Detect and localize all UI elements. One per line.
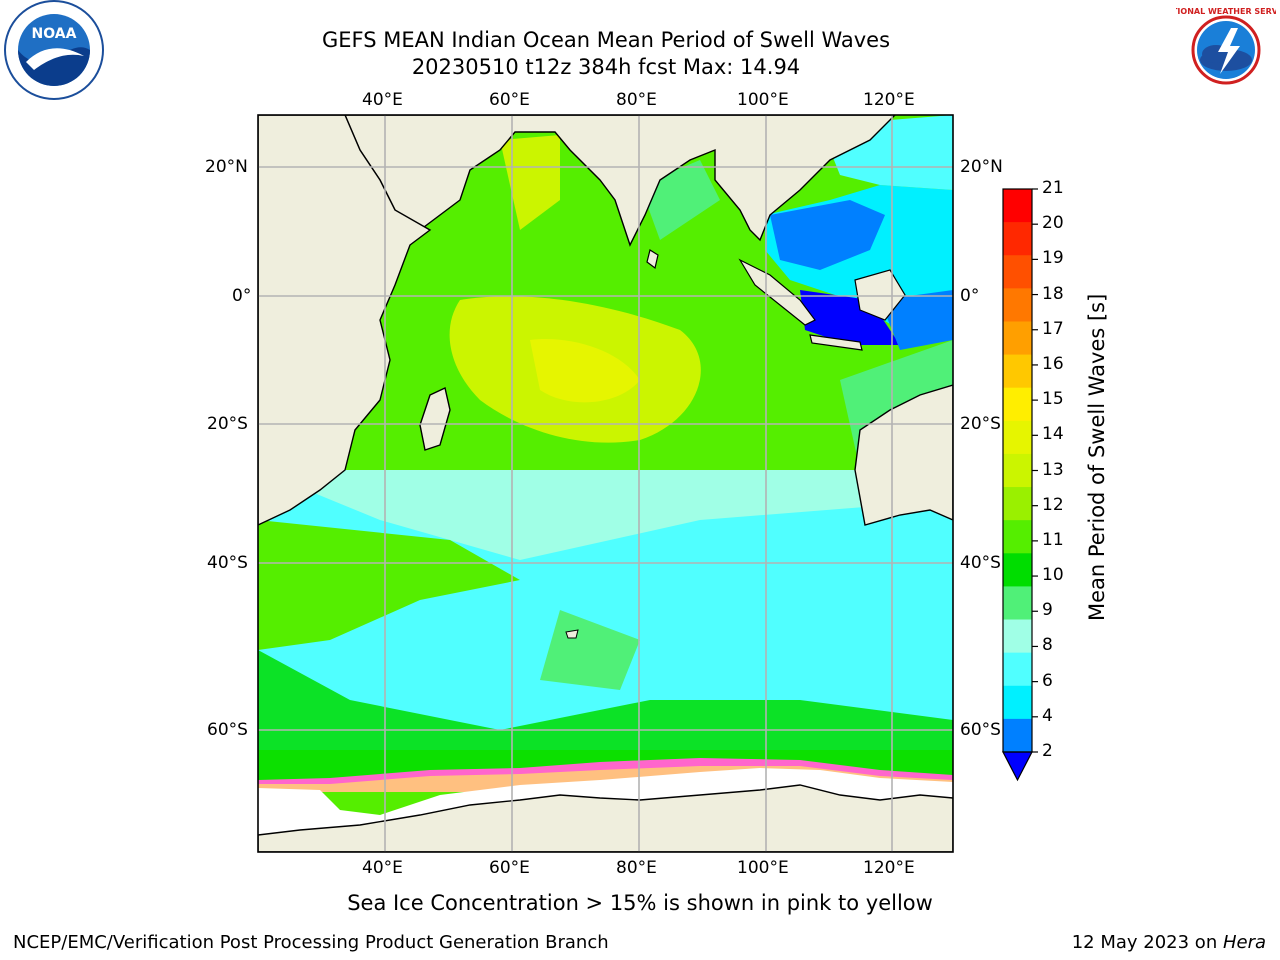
colorbar-tick-label: 6 [1042,670,1053,691]
lon-label-bottom-120e: 120°E [863,858,915,878]
colorbar-band [1003,520,1032,554]
chart-title-line1: GEFS MEAN Indian Ocean Mean Period of Sw… [321,28,891,52]
colorbar-tick-label: 10 [1042,565,1064,586]
lon-label-bottom-80e: 80°E [616,858,657,878]
land-madagascar [419,386,451,451]
colorbar-band [1003,387,1032,422]
field-sw-green [258,520,520,650]
lat-label-right-60s: 60°S [960,720,1001,740]
colorbar-tick-label: 17 [1042,318,1064,339]
land-africa [258,115,432,526]
land-sri-lanka [646,249,659,270]
lon-label-bottom-60e: 60°E [489,858,530,878]
lon-label-bottom-40e: 40°E [362,858,403,878]
colorbar [1002,188,1038,782]
colorbar-under-arrow [1002,751,1033,782]
footer-date: 12 May 2023 on Hera [1072,932,1266,953]
land-antarctica [258,784,953,852]
field-scs-4s [770,200,885,270]
lon-label-bottom-100e: 100°E [737,858,789,878]
colorbar-band [1003,354,1032,389]
lon-label-top-80e: 80°E [616,90,657,110]
colorbar-band [1003,652,1032,687]
colorbar-band [1003,487,1032,521]
noaa-logo: NOAA [4,0,104,100]
lat-label-left-20n: 20°N [205,157,248,177]
colorbar-tick-label: 18 [1042,283,1064,304]
colorbar-band [1003,420,1032,455]
colorbar-tick-label: 20 [1042,213,1064,234]
colorbar-frame [1002,188,1033,753]
footer-credit: NCEP/EMC/Verification Post Processing Pr… [13,932,609,953]
land-australia [854,384,953,526]
nws-logo-text: NATIONAL WEATHER SERVICE [1176,7,1276,16]
field-south-green [258,650,953,780]
colorbar-tick-label: 15 [1042,389,1064,410]
lon-label-top-120e: 120°E [863,90,915,110]
colorbar-band [1003,553,1032,587]
colorbar-tick-label: 9 [1042,600,1053,621]
colorbar-tick-label: 14 [1042,424,1064,445]
colorbar-tick-label: 8 [1042,635,1053,656]
lat-label-right-20s: 20°S [960,414,1001,434]
colorbar-tick-label: 13 [1042,459,1064,480]
chart-title-line2: 20230510 t12z 384h fcst Max: 14.94 [411,55,801,79]
colorbar-band [1003,453,1032,488]
colorbar-tick-label: 16 [1042,353,1064,374]
land-java [809,334,863,351]
colorbar-band [1003,685,1032,720]
colorbar-tick-label: 19 [1042,248,1064,269]
colorbar-tick-label: 2 [1042,741,1053,761]
colorbar-tick-label: 12 [1042,494,1064,515]
land-sumatra [738,258,816,326]
field-java-2s [800,290,900,345]
colorbar-band [1003,222,1032,256]
field-patch [540,610,640,690]
colorbar-band [1003,586,1032,621]
noaa-logo-text: NOAA [32,26,77,42]
colorbar-band [1003,189,1032,223]
lon-label-top-60e: 60°E [489,90,530,110]
lat-label-left-60s: 60°S [207,720,248,740]
field-core-14s [530,339,640,403]
lon-label-top-40e: 40°E [362,90,403,110]
colorbar-band [1003,321,1032,356]
map-frame [257,114,954,853]
colorbar-band [1003,255,1032,289]
graticule [258,115,953,852]
colorbar-label: Mean Period of Swell Waves [s] [1085,293,1109,621]
field-band-9s [258,470,953,560]
lat-label-right-40s: 40°S [960,553,1001,573]
sea-ice-caption: Sea Ice Concentration > 15% is shown in … [347,891,933,915]
colorbar-band [1003,718,1032,753]
footer-host: Hera [1222,932,1266,953]
lat-label-right-20n: 20°N [960,157,1003,177]
colorbar-band [1003,288,1032,322]
field-arabian-13s [500,135,560,230]
colorbar-tick-label: 21 [1042,178,1064,198]
nws-logo: NATIONAL WEATHER SERVICE [1176,2,1276,102]
lat-label-left-0: 0° [232,286,252,306]
lat-label-left-20s: 20°S [207,414,248,434]
lat-label-right-0: 0° [960,286,980,306]
footer-date-text: 12 May 2023 on [1071,932,1223,953]
land-kerguelen [565,629,579,639]
field-banda-4s [880,290,953,350]
colorbar-tick-label: 11 [1042,529,1064,550]
lon-label-top-100e: 100°E [737,90,789,110]
colorbar-band [1003,619,1032,654]
lat-label-left-40s: 40°S [207,553,248,573]
colorbar-tick-label: 4 [1042,705,1053,726]
